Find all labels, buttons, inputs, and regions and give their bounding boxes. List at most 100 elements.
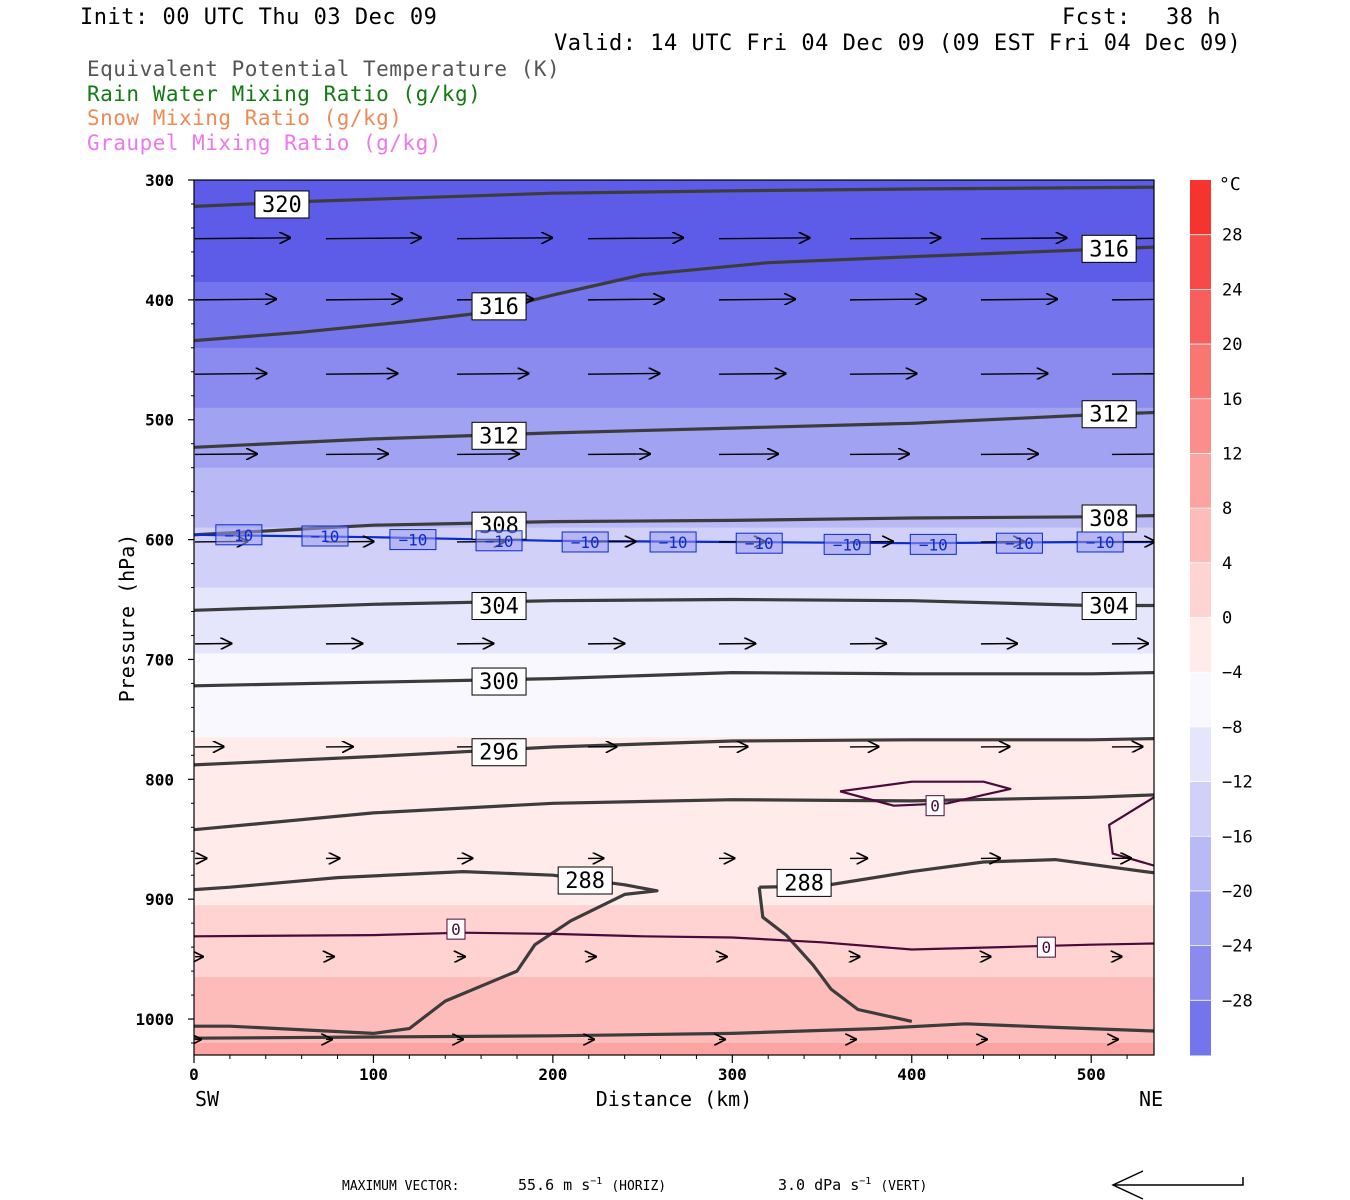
theta-e-label: 300 <box>479 670 519 695</box>
temperature-label: 0 <box>451 920 461 939</box>
shading-band <box>194 959 1154 966</box>
colorbar-swatch <box>1190 836 1211 892</box>
colorbar-tick-label: −24 <box>1222 937 1253 957</box>
shading-band <box>194 461 1154 469</box>
max-vector-vert: 3.0 dPa s−1 (VERT) <box>778 1176 927 1194</box>
shading-band <box>194 1049 1154 1055</box>
colorbar-tick-label: −8 <box>1222 718 1242 738</box>
wind-vector <box>849 238 940 239</box>
shading-band <box>194 515 1154 523</box>
forecast-hour-value: 38 h <box>1166 5 1221 30</box>
shading-band <box>194 881 1154 888</box>
theta_e-contour-284 <box>194 1022 1154 1040</box>
temperature-label-box <box>735 532 783 554</box>
colorbar-tick-label: 28 <box>1222 226 1242 246</box>
shading-band <box>194 935 1154 942</box>
wind-vector <box>1111 373 1154 375</box>
shading-band <box>194 191 1154 199</box>
shading-band <box>194 941 1154 948</box>
wind-vector <box>194 238 290 239</box>
shading-band <box>194 887 1154 894</box>
shading-band <box>194 281 1154 289</box>
colorbar-tick-label: 0 <box>1222 609 1232 629</box>
colorbar-swatch <box>1190 562 1211 618</box>
shading-band <box>194 1025 1154 1032</box>
colorbar-swatch <box>1190 726 1211 783</box>
shading-band <box>194 893 1154 900</box>
temperature-label: −10 <box>833 535 862 554</box>
wind-vector <box>980 299 1057 300</box>
shading-band <box>194 377 1154 385</box>
temperature-label: −10 <box>659 533 688 552</box>
y-tick-label: 300 <box>145 171 174 190</box>
shading-band <box>194 635 1154 643</box>
temperature-label-box <box>823 533 871 555</box>
shading-band <box>194 839 1154 846</box>
shading-band <box>194 1007 1154 1014</box>
shading-band <box>194 1001 1154 1008</box>
theta-e-label: 312 <box>1089 403 1129 428</box>
shading-band <box>194 683 1154 691</box>
theta-e-label: 296 <box>479 741 519 766</box>
shading-band <box>194 851 1154 858</box>
shading-band <box>194 899 1154 906</box>
colorbar-swatch <box>1190 1000 1211 1056</box>
theta-e-label: 288 <box>565 869 605 894</box>
temperature-label-box <box>995 532 1043 554</box>
colorbar: 28 24 20 16 12 8 4 0 −4 −8 −12 −16 −20 −24 −28 <box>1190 180 1253 1056</box>
temperature-label-box <box>301 525 349 547</box>
shading-band <box>194 785 1154 792</box>
theta-e-label-box <box>1081 234 1137 263</box>
shading-band <box>194 551 1154 559</box>
valid-time: Valid: 14 UTC Fri 04 Dec 09 (09 EST Fri … <box>554 31 1242 56</box>
x-tick-label: 300 <box>718 1065 747 1084</box>
shading-band <box>194 821 1154 828</box>
wind-vector <box>325 299 402 300</box>
wind-vector <box>587 454 650 455</box>
theta-e-label-box <box>1081 400 1137 429</box>
colorbar-swatch <box>1190 890 1211 947</box>
theta-e-label: 304 <box>479 595 519 620</box>
shading-band <box>194 653 1154 661</box>
shading-band <box>194 329 1154 337</box>
y-tick-label: 800 <box>145 770 174 789</box>
theta-e-label-box <box>557 866 613 895</box>
wind-vector <box>325 454 388 455</box>
legend-theta-e: Equivalent Potential Temperature (K) <box>87 57 561 81</box>
wind-vector <box>1111 298 1154 301</box>
shading-band <box>194 347 1154 355</box>
shading-band <box>194 971 1154 978</box>
theta-e-label-box <box>254 190 310 219</box>
y-tick-label: 700 <box>145 650 174 669</box>
theta_e-contour-292 <box>194 793 1154 832</box>
temperature-label: 0 <box>930 797 940 816</box>
shading-band <box>194 215 1154 223</box>
shading-band <box>194 833 1154 840</box>
theta_e-contour-288 <box>757 887 913 1023</box>
temperature-label-box <box>215 524 263 546</box>
shading-band <box>194 869 1154 876</box>
shading-band <box>194 251 1154 259</box>
shading-band <box>194 695 1154 703</box>
shading-band <box>194 977 1154 984</box>
wind-vector <box>849 374 917 375</box>
shading-band <box>194 203 1154 211</box>
wind-vector <box>194 299 276 300</box>
x-axis-label: Distance (km) <box>596 1087 753 1111</box>
theta-e-label: 288 <box>784 871 824 896</box>
reference-vector-arrow <box>1111 1170 1244 1200</box>
shading-band <box>194 275 1154 283</box>
colorbar-swatch <box>1190 398 1211 454</box>
shading-band <box>194 719 1154 726</box>
shading-band <box>194 317 1154 325</box>
shading-band <box>194 617 1154 625</box>
temperature-label: 0 <box>1042 938 1052 957</box>
temperature-label-box <box>389 529 437 551</box>
wind-vectors <box>194 238 1154 1040</box>
shading-band <box>194 569 1154 577</box>
temperature-label-box <box>475 530 523 552</box>
shading-band <box>194 731 1154 738</box>
shading-band <box>194 467 1154 475</box>
shading-band <box>194 497 1154 505</box>
